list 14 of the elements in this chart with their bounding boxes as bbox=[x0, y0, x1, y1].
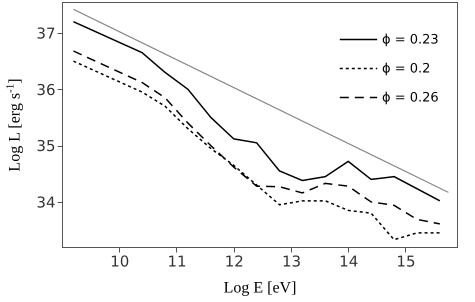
x-tick-label: 12 bbox=[224, 252, 244, 270]
x-tick-label: 10 bbox=[110, 252, 130, 270]
legend-label: ϕ = 0.2 bbox=[382, 62, 430, 76]
y-tick-label: 36 bbox=[36, 80, 56, 99]
x-tick-label: 13 bbox=[282, 252, 302, 270]
y-tick-label: 34 bbox=[36, 193, 56, 212]
y-tick-label: 35 bbox=[36, 137, 56, 156]
legend-label: ϕ = 0.26 bbox=[382, 90, 439, 106]
x-axis-title: Log E [eV] bbox=[224, 280, 296, 296]
x-tick-label: 15 bbox=[396, 252, 416, 270]
x-tick-label: 14 bbox=[339, 252, 358, 270]
legend-label: ϕ = 0.23 bbox=[382, 32, 439, 48]
y-tick-label: 37 bbox=[36, 24, 56, 42]
x-tick-label: 11 bbox=[167, 252, 187, 270]
